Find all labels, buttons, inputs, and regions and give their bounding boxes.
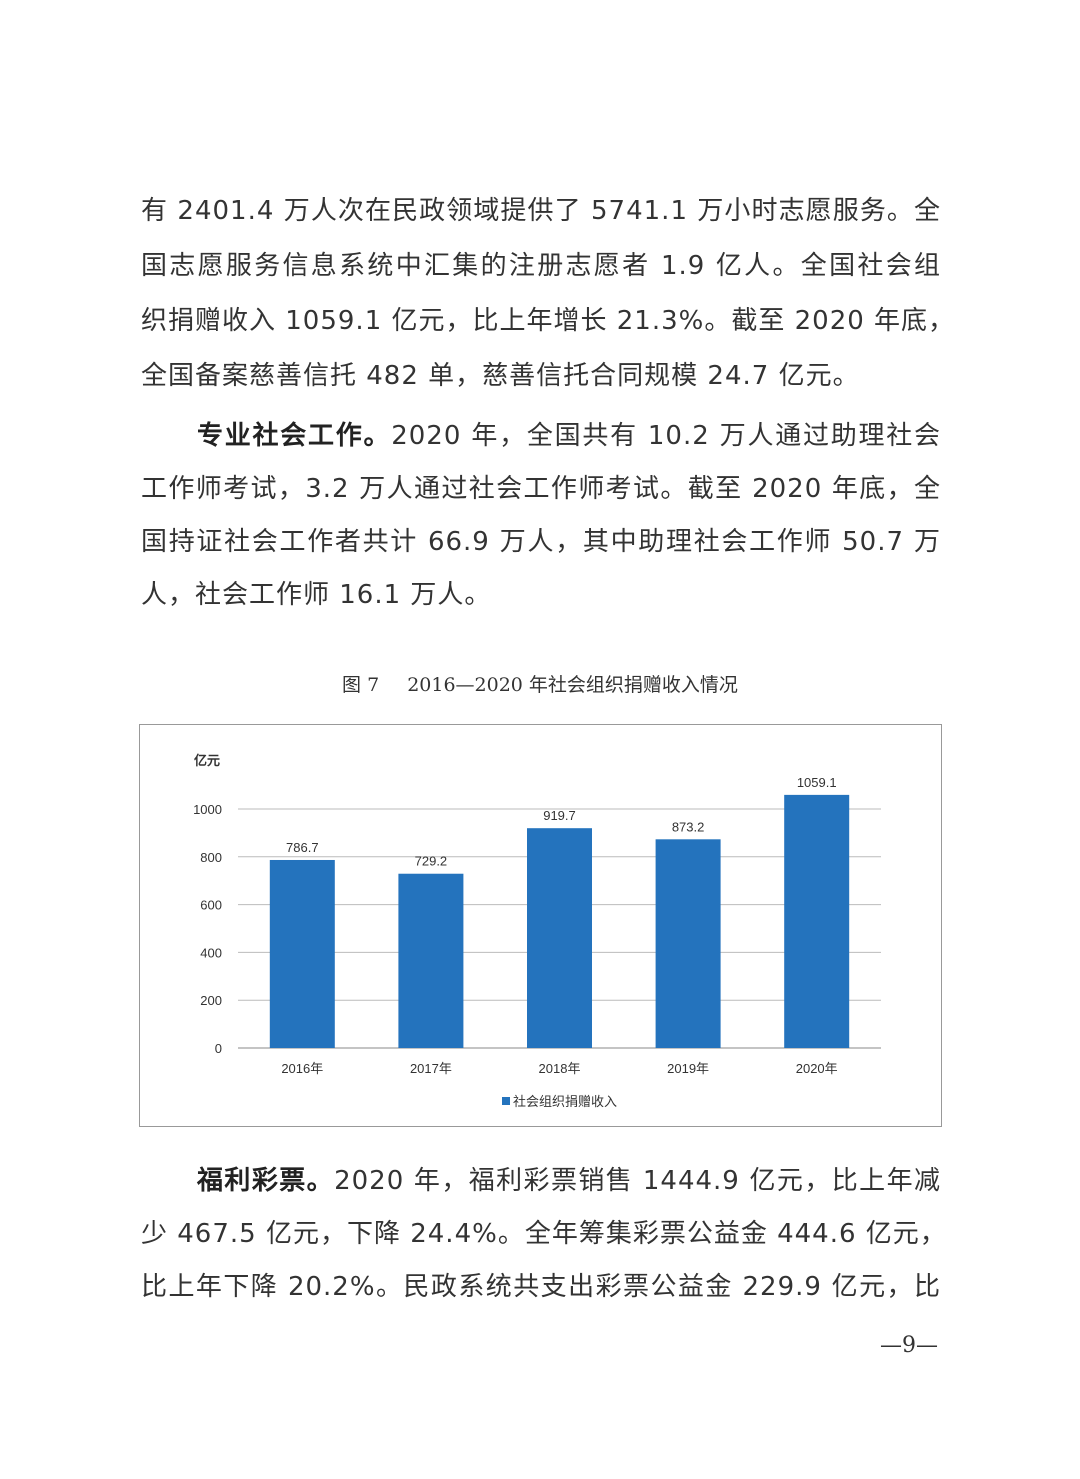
y-axis-unit: 亿元 bbox=[194, 753, 220, 768]
text-line: 福利彩票。2020 年，福利彩票销售 1444.9 亿元，比上年减 bbox=[141, 1155, 941, 1208]
x-tick-label: 2017年 bbox=[410, 1061, 452, 1076]
bar-chart: 亿元 0 200 400 600 800 1000 786.7 2016年 729.2 2017年 9… bbox=[139, 724, 942, 1127]
y-tick-label: 0 bbox=[215, 1041, 222, 1056]
text-line: 全国备案慈善信托 482 单，慈善信托合同规模 24.7 亿元。 bbox=[141, 361, 860, 391]
figure-title: 2016—2020 年社会组织捐赠收入情况 bbox=[407, 674, 738, 696]
text-line: 织捐赠收入 1059.1 亿元，比上年增长 21.3%。截至 2020 年底， bbox=[141, 306, 956, 336]
bar-2017年 bbox=[398, 873, 464, 1048]
y-tick-label: 400 bbox=[200, 945, 222, 960]
bar-2018年 bbox=[527, 828, 592, 1048]
bar-2020年 bbox=[784, 794, 850, 1048]
text-line: 工作师考试，3.2 万人通过社会工作师考试。截至 2020 年底，全 bbox=[141, 474, 941, 504]
text-line: 国持证社会工作者共计 66.9 万人，其中助理社会工作师 50.7 万 bbox=[141, 527, 941, 557]
x-tick-label: 2019年 bbox=[667, 1061, 709, 1076]
x-tick-label: 2018年 bbox=[539, 1061, 581, 1076]
bar-2016年 bbox=[269, 859, 335, 1048]
section-lead: 福利彩票。 bbox=[197, 1166, 335, 1196]
paragraph-volunteer: 有 2401.4 万人次在民政领域提供了 5741.1 万小时志愿服务。全 国志… bbox=[141, 184, 956, 404]
bar-2019年 bbox=[655, 839, 721, 1048]
text-span: 2020 年，全国共有 10.2 万人通过助理社会 bbox=[391, 421, 941, 451]
paragraph-lottery: 福利彩票。2020 年，福利彩票销售 1444.9 亿元，比上年减 少 467.… bbox=[141, 1155, 947, 1314]
data-label: 873.2 bbox=[672, 819, 705, 834]
y-tick-label: 800 bbox=[200, 850, 222, 865]
text-span: 2020 年，福利彩票销售 1444.9 亿元，比上年减 bbox=[334, 1166, 941, 1196]
legend-swatch bbox=[502, 1097, 510, 1105]
data-label: 1059.1 bbox=[797, 775, 837, 790]
data-label: 786.7 bbox=[286, 840, 319, 855]
data-label: 919.7 bbox=[543, 808, 576, 823]
y-tick-label: 600 bbox=[200, 898, 222, 913]
x-tick-label: 2016年 bbox=[281, 1061, 323, 1076]
chart-svg: 亿元 0 200 400 600 800 1000 786.7 2016年 729.2 2017年 9… bbox=[193, 753, 881, 1109]
y-tick-label: 1000 bbox=[193, 802, 222, 817]
section-lead: 专业社会工作。 bbox=[197, 421, 392, 451]
data-label: 729.2 bbox=[415, 854, 448, 869]
text-line: 比上年下降 20.2%。民政系统共支出彩票公益金 229.9 亿元，比 bbox=[141, 1272, 941, 1302]
paragraph-social-work: 专业社会工作。2020 年，全国共有 10.2 万人通过助理社会 工作师考试，3… bbox=[141, 410, 941, 622]
page-number: —9— bbox=[880, 1333, 938, 1358]
x-tick-label: 2020年 bbox=[796, 1061, 838, 1076]
y-tick-label: 200 bbox=[200, 993, 222, 1008]
text-line: 国志愿服务信息系统中汇集的注册志愿者 1.9 亿人。全国社会组 bbox=[141, 251, 941, 281]
text-line: 专业社会工作。2020 年，全国共有 10.2 万人通过助理社会 bbox=[141, 410, 941, 463]
figure-number: 图 7 bbox=[342, 674, 380, 696]
text-line: 少 467.5 亿元，下降 24.4%。全年筹集彩票公益金 444.6 亿元， bbox=[141, 1219, 947, 1249]
figure-caption: 图 7 2016—2020 年社会组织捐赠收入情况 bbox=[0, 670, 1080, 697]
text-line: 有 2401.4 万人次在民政领域提供了 5741.1 万小时志愿服务。全 bbox=[141, 196, 941, 226]
legend-label: 社会组织捐赠收入 bbox=[513, 1094, 617, 1109]
text-line: 人，社会工作师 16.1 万人。 bbox=[141, 580, 492, 610]
